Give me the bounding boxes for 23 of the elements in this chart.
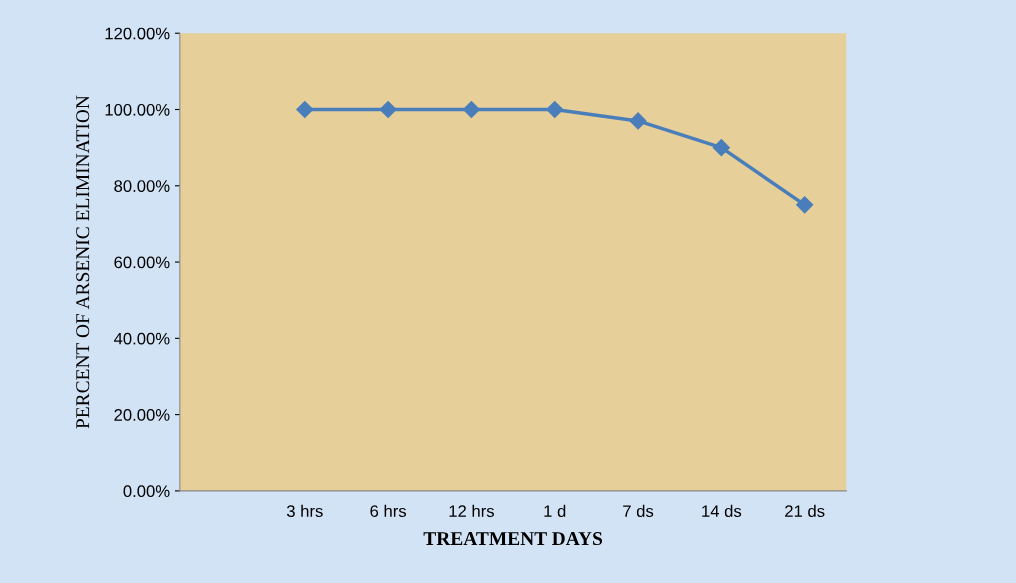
point: [462, 100, 480, 119]
point: [296, 100, 314, 119]
y-tick-label: 80.00%: [114, 180, 170, 192]
point: [546, 100, 564, 119]
y-axis-title: PERCENT OF ARSENIC ELIMINATION: [76, 95, 90, 429]
y-tick-label: 60.00%: [114, 256, 170, 269]
x-axis-title: TREATMENT DAYS: [423, 532, 603, 546]
x-tick-label: 7 ds: [623, 504, 654, 518]
x-tick-label: 1 d: [544, 504, 566, 518]
y-tick-label: 0.00%: [123, 485, 170, 498]
point: [629, 112, 647, 130]
y-tick-label: 40.00%: [113, 332, 170, 345]
x-tick-label: 14 ds: [702, 504, 742, 518]
x-tick-label: 6 hrs: [370, 504, 407, 518]
point: [712, 139, 730, 157]
x-tick-label: 3 hrs: [286, 504, 323, 518]
point: [796, 196, 814, 214]
y-tick-label: 120.00%: [105, 27, 170, 40]
x-tick-label: 21 ds: [785, 504, 825, 518]
point: [379, 100, 397, 119]
y-tick-label: 20.00%: [114, 409, 170, 421]
y-tick-label: 100.00%: [105, 103, 170, 116]
x-tick-label: 12 hrs: [449, 504, 494, 518]
